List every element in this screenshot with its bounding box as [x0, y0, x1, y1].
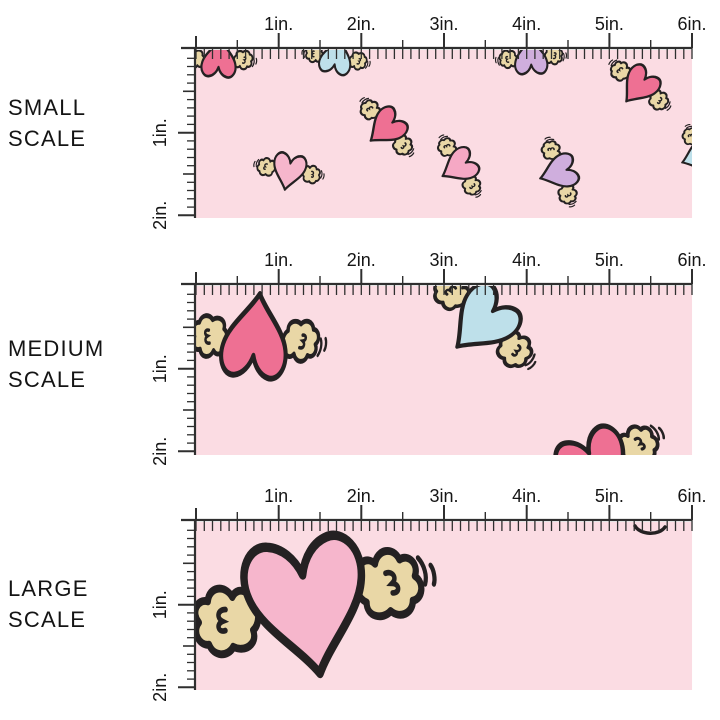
ruler-label: 6in. [677, 14, 706, 34]
ruler-label: 2in. [347, 486, 376, 506]
ruler-label: 2in. [347, 250, 376, 270]
ruler-label: 2in. [150, 201, 170, 230]
ruler-label: 1in. [150, 354, 170, 383]
scale-label-line: SCALE [8, 126, 87, 151]
scale-label-line: LARGE [8, 576, 89, 601]
scale-label-line: SCALE [8, 367, 87, 392]
scale-label-line: SMALL [8, 95, 87, 120]
fabric-swatch [196, 50, 693, 218]
section-small-scale: 1in. 2in. 3in. 4in. 5in. 6in. 1in. 2in. [150, 14, 707, 230]
pattern-motifs [169, 519, 667, 696]
ruler-label: 6in. [677, 250, 706, 270]
ruler-label: 5in. [595, 486, 624, 506]
ruler-label: 6in. [677, 486, 706, 506]
ruler-label: 3in. [429, 14, 458, 34]
scale-label-large: LARGE SCALE [8, 573, 89, 635]
ruler-label: 1in. [264, 250, 293, 270]
clipped-motif-fragment [633, 524, 667, 535]
ruler-label: 2in. [150, 673, 170, 702]
ruler-label: 2in. [150, 437, 170, 466]
ruler-label: 4in. [512, 250, 541, 270]
ruler-label: 5in. [595, 14, 624, 34]
ruler-label: 4in. [512, 486, 541, 506]
vertical-ruler: 1in. 2in. [150, 284, 197, 466]
ruler-label: 3in. [429, 250, 458, 270]
scale-label-line: MEDIUM [8, 336, 105, 361]
scale-label-line: SCALE [8, 607, 87, 632]
vertical-ruler: 1in. 2in. [150, 520, 197, 702]
ruler-label: 1in. [150, 590, 170, 619]
ruler-label: 4in. [512, 14, 541, 34]
ruler-label: 1in. [264, 14, 293, 34]
section-large-scale: 1in. 2in. 3in. 4in. 5in. 6in. 1in. 2in. [150, 486, 707, 702]
vertical-ruler: 1in. 2in. [150, 48, 197, 230]
scale-label-medium: MEDIUM SCALE [8, 333, 104, 395]
scale-label-small: SMALL SCALE [8, 92, 86, 154]
section-medium-scale: 1in. 2in. 3in. 4in. 5in. 6in. 1in. 2in. [150, 250, 707, 466]
ruler-label: 1in. [150, 118, 170, 147]
ruler-label: 3in. [429, 486, 458, 506]
horizontal-ruler: 1in. 2in. 3in. 4in. 5in. 6in. [181, 250, 707, 295]
ruler-label: 5in. [595, 250, 624, 270]
ruler-label: 2in. [347, 14, 376, 34]
ruler-label: 1in. [264, 486, 293, 506]
